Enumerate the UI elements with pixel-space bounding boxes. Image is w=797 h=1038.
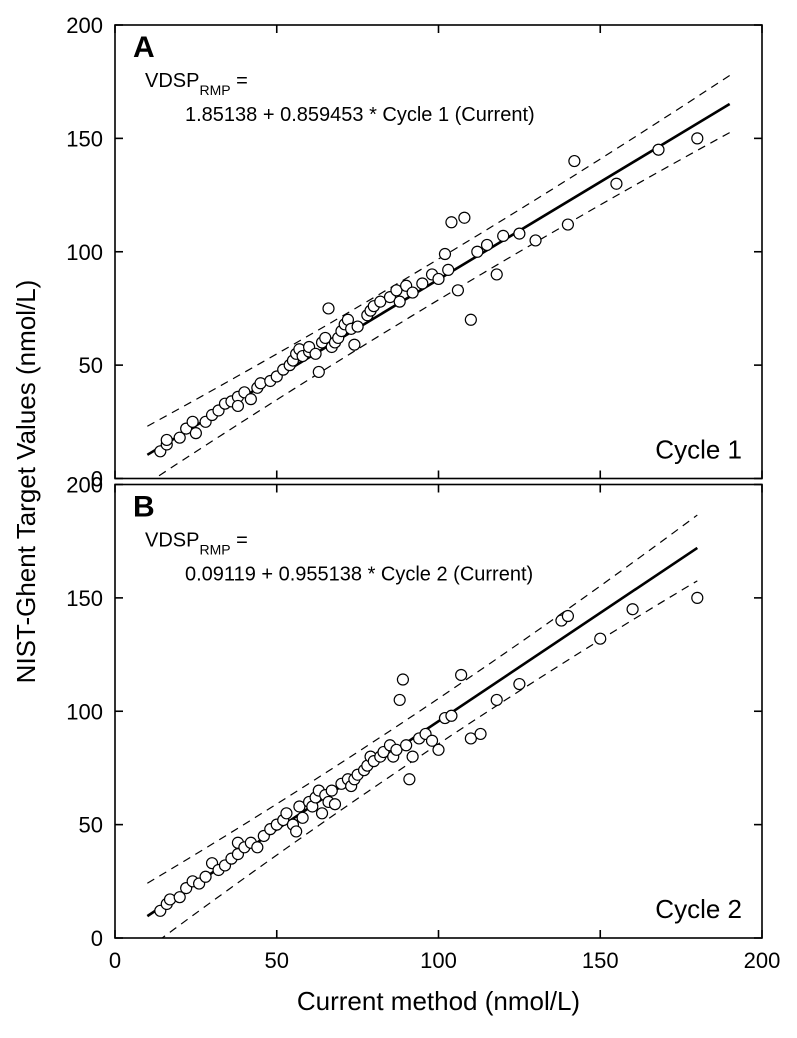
data-point bbox=[433, 273, 444, 284]
data-point bbox=[530, 235, 541, 246]
data-point bbox=[569, 156, 580, 167]
data-point bbox=[297, 812, 308, 823]
y-tick-label: 100 bbox=[66, 240, 103, 265]
x-tick-label: 0 bbox=[109, 948, 121, 973]
y-tick-label: 200 bbox=[66, 13, 103, 38]
data-point bbox=[417, 278, 428, 289]
data-point bbox=[653, 144, 664, 155]
y-tick-label: 50 bbox=[79, 353, 103, 378]
data-point bbox=[190, 428, 201, 439]
data-point bbox=[407, 287, 418, 298]
data-point bbox=[291, 826, 302, 837]
data-point bbox=[313, 366, 324, 377]
data-point bbox=[452, 285, 463, 296]
equation-line2: 0.09119 + 0.955138 * Cycle 2 (Current) bbox=[185, 564, 533, 586]
y-tick-label: 200 bbox=[66, 473, 103, 498]
data-point bbox=[407, 751, 418, 762]
data-point bbox=[200, 871, 211, 882]
data-point bbox=[329, 799, 340, 810]
x-tick-label: 100 bbox=[420, 948, 457, 973]
data-point bbox=[394, 296, 405, 307]
data-point bbox=[401, 740, 412, 751]
data-point bbox=[627, 604, 638, 615]
data-point bbox=[456, 669, 467, 680]
y-tick-label: 100 bbox=[66, 699, 103, 724]
data-point bbox=[252, 842, 263, 853]
data-point bbox=[394, 694, 405, 705]
data-point bbox=[433, 744, 444, 755]
data-point bbox=[187, 416, 198, 427]
data-point bbox=[514, 228, 525, 239]
data-point bbox=[562, 219, 573, 230]
data-point bbox=[472, 246, 483, 257]
y-tick-label: 50 bbox=[79, 813, 103, 838]
ci-upper bbox=[147, 75, 729, 426]
data-point bbox=[611, 178, 622, 189]
panel-letter: A bbox=[133, 31, 155, 64]
data-point bbox=[232, 400, 243, 411]
data-point bbox=[459, 212, 470, 223]
cycle-label: Cycle 1 bbox=[655, 435, 742, 465]
data-point bbox=[349, 339, 360, 350]
data-point bbox=[514, 679, 525, 690]
y-axis-label: NIST-Ghent Target Values (nmol/L) bbox=[11, 280, 41, 684]
x-axis-label: Current method (nmol/L) bbox=[297, 986, 580, 1016]
data-point bbox=[482, 239, 493, 250]
ci-lower bbox=[147, 581, 697, 949]
data-point bbox=[404, 774, 415, 785]
figure-container: 050100150200050100150200050100150200AVDS… bbox=[0, 0, 797, 1038]
data-point bbox=[161, 434, 172, 445]
x-tick-label: 150 bbox=[582, 948, 619, 973]
data-point bbox=[317, 808, 328, 819]
chart-svg: 050100150200050100150200050100150200AVDS… bbox=[0, 0, 797, 1038]
data-point bbox=[595, 633, 606, 644]
data-point bbox=[439, 249, 450, 260]
data-point bbox=[491, 269, 502, 280]
data-point bbox=[397, 674, 408, 685]
data-point bbox=[326, 785, 337, 796]
equation-line1: VDSPRMP = bbox=[145, 70, 248, 98]
data-point bbox=[692, 592, 703, 603]
data-point bbox=[446, 710, 457, 721]
ci-lower bbox=[147, 133, 729, 484]
cycle-label: Cycle 2 bbox=[655, 894, 742, 924]
data-point bbox=[491, 694, 502, 705]
data-point bbox=[323, 303, 334, 314]
x-tick-label: 200 bbox=[744, 948, 781, 973]
y-tick-label: 0 bbox=[91, 926, 103, 951]
data-point bbox=[281, 808, 292, 819]
data-point bbox=[562, 611, 573, 622]
x-tick-label: 50 bbox=[265, 948, 289, 973]
equation-line1: VDSPRMP = bbox=[145, 530, 248, 558]
y-tick-label: 150 bbox=[66, 126, 103, 151]
data-point bbox=[692, 133, 703, 144]
equation-line2: 1.85138 + 0.859453 * Cycle 1 (Current) bbox=[185, 104, 535, 126]
y-tick-label: 150 bbox=[66, 586, 103, 611]
data-point bbox=[446, 217, 457, 228]
data-point bbox=[352, 321, 363, 332]
data-point bbox=[245, 394, 256, 405]
data-point bbox=[475, 728, 486, 739]
data-point bbox=[443, 264, 454, 275]
panel-letter: B bbox=[133, 491, 155, 524]
data-point bbox=[498, 230, 509, 241]
data-point bbox=[465, 314, 476, 325]
data-point bbox=[310, 348, 321, 359]
